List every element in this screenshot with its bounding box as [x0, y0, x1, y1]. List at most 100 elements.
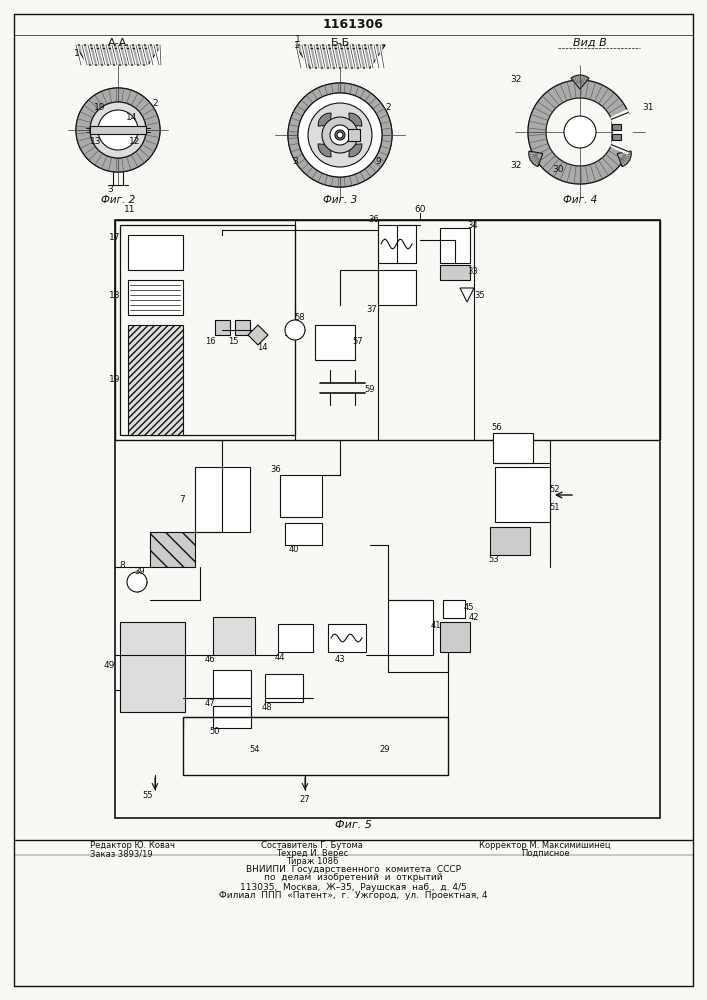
Bar	[280, 475, 322, 517]
Text: Корректор М. Максимишинец: Корректор М. Максимишинец	[479, 840, 611, 850]
Circle shape	[330, 125, 350, 145]
Text: Фиг. 5: Фиг. 5	[334, 820, 371, 830]
Wedge shape	[571, 75, 589, 89]
Polygon shape	[248, 325, 268, 345]
Text: 1161306: 1161306	[322, 17, 383, 30]
Text: 47: 47	[205, 698, 216, 708]
Text: 1: 1	[74, 48, 80, 57]
Bar	[378, 270, 416, 305]
Text: 14: 14	[127, 113, 138, 122]
Bar	[150, 532, 195, 567]
Bar	[278, 624, 313, 652]
Text: 45: 45	[464, 602, 474, 611]
Text: 55: 55	[143, 792, 153, 800]
Bar	[265, 674, 303, 702]
Circle shape	[335, 130, 345, 140]
Text: Подписное: Подписное	[520, 848, 569, 857]
Circle shape	[98, 110, 138, 150]
Text: 59: 59	[365, 385, 375, 394]
Wedge shape	[617, 151, 631, 167]
Bar	[440, 622, 470, 652]
Text: 18: 18	[108, 290, 120, 300]
Bar	[388, 600, 433, 655]
Bar	[443, 600, 465, 618]
Bar	[612, 124, 621, 130]
Text: Тираж 1086: Тираж 1086	[286, 856, 338, 865]
Text: 11: 11	[124, 206, 136, 215]
Text: Вид В: Вид В	[573, 38, 607, 48]
Text: 52: 52	[550, 486, 560, 494]
Text: Б-Б: Б-Б	[330, 38, 350, 48]
Bar	[128, 235, 183, 270]
Text: 15: 15	[228, 338, 238, 347]
Text: по  делам  изобретений  и  открытий: по делам изобретений и открытий	[264, 874, 443, 882]
Bar	[120, 622, 185, 712]
Text: 32: 32	[510, 160, 522, 169]
Text: 3: 3	[292, 157, 298, 166]
Text: Фиг. 2: Фиг. 2	[101, 195, 135, 205]
Circle shape	[288, 83, 392, 187]
Bar	[440, 228, 470, 263]
Text: 19: 19	[94, 104, 106, 112]
Text: Техред И. Верес: Техред И. Верес	[276, 848, 348, 857]
Bar	[285, 523, 322, 545]
Bar	[195, 467, 250, 532]
Text: 40: 40	[288, 546, 299, 554]
Text: А-А: А-А	[108, 38, 128, 48]
Bar	[215, 320, 230, 335]
Text: 50: 50	[210, 728, 221, 736]
Text: 2: 2	[385, 103, 391, 111]
Text: 2: 2	[152, 99, 158, 107]
Circle shape	[308, 103, 372, 167]
Text: Составитель Г. Бутома: Составитель Г. Бутома	[261, 840, 363, 850]
Circle shape	[127, 572, 147, 592]
Bar	[235, 320, 250, 335]
Text: 3: 3	[107, 186, 113, 194]
Bar	[612, 134, 621, 140]
Text: Фиг. 3: Фиг. 3	[323, 195, 357, 205]
Circle shape	[298, 93, 382, 177]
Text: 113035,  Москва,  Ж–35,  Раушская  наб.,  д. 4/5: 113035, Москва, Ж–35, Раушская наб., д. …	[240, 882, 467, 892]
Bar	[440, 265, 470, 280]
Text: 9: 9	[375, 157, 381, 166]
Text: 13: 13	[90, 137, 102, 146]
Text: 34: 34	[468, 221, 479, 230]
Text: 48: 48	[262, 702, 272, 712]
Text: 16: 16	[205, 338, 216, 347]
Text: 17: 17	[108, 232, 120, 241]
Bar	[115, 220, 660, 440]
Text: Фиг. 4: Фиг. 4	[563, 195, 597, 205]
Wedge shape	[349, 113, 362, 126]
Text: Редактор Ю. Ковач: Редактор Ю. Ковач	[90, 842, 175, 850]
Text: ВНИИПИ  Государственного  комитета  СССР: ВНИИПИ Государственного комитета СССР	[245, 864, 460, 874]
Bar	[213, 670, 251, 698]
Bar	[128, 325, 183, 435]
Text: 54: 54	[250, 746, 260, 754]
Text: 57: 57	[353, 338, 363, 347]
Text: 19: 19	[108, 375, 120, 384]
Text: 31: 31	[642, 103, 654, 111]
Bar	[490, 527, 530, 555]
Bar	[378, 225, 416, 263]
Text: 43: 43	[334, 654, 345, 664]
Text: 33: 33	[467, 267, 479, 276]
Text: 39: 39	[134, 568, 145, 576]
Text: 36: 36	[368, 216, 380, 225]
Text: 53: 53	[489, 556, 499, 564]
Text: 42: 42	[469, 613, 479, 622]
Circle shape	[337, 132, 343, 138]
Text: 12: 12	[129, 137, 141, 146]
Wedge shape	[288, 83, 392, 187]
Text: 60: 60	[414, 206, 426, 215]
Bar	[120, 225, 295, 435]
Bar	[348, 129, 360, 141]
Circle shape	[564, 116, 596, 148]
Text: 49: 49	[104, 660, 115, 670]
Circle shape	[90, 102, 146, 158]
Bar	[128, 280, 183, 315]
Text: 35: 35	[474, 290, 485, 300]
Wedge shape	[318, 144, 331, 157]
Bar	[183, 717, 448, 775]
Polygon shape	[460, 288, 474, 302]
Text: 56: 56	[491, 424, 502, 432]
